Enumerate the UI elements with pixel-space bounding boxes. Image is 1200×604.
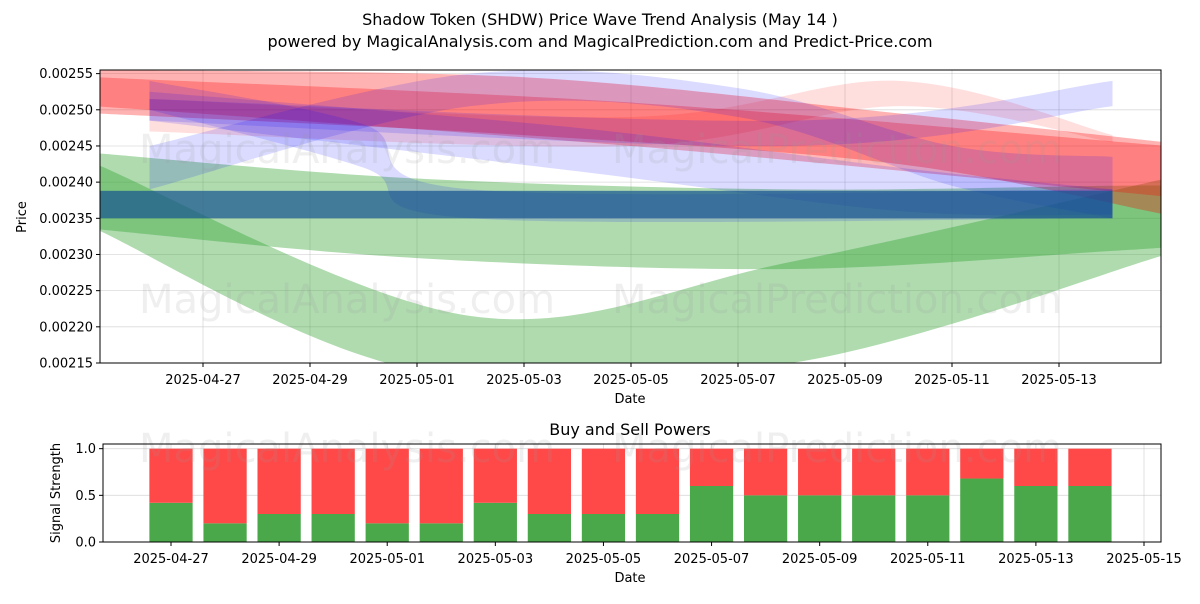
price-band-blue-8 xyxy=(149,91,1113,216)
buy-power-bar xyxy=(311,514,355,542)
watermark-prediction-bottom: MagicalPrediction.com xyxy=(612,426,1062,472)
signal-x-tick-label: 2025-04-29 xyxy=(241,552,317,567)
price-band-green-10 xyxy=(100,190,1113,219)
buy-power-bar xyxy=(743,495,788,542)
signal-x-tick-label: 2025-04-27 xyxy=(133,552,209,567)
signal-x-tick-label: 2025-05-13 xyxy=(998,552,1074,567)
price-band-blue-6 xyxy=(149,80,1113,223)
sell-power-bar xyxy=(798,448,842,496)
sell-power-bar xyxy=(149,448,193,503)
sell-power-bar xyxy=(635,448,680,514)
price-y-tick-label: 0.00250 xyxy=(39,103,93,118)
buy-power-bar xyxy=(1014,486,1058,542)
sell-power-bar xyxy=(419,448,463,524)
buy-power-bar xyxy=(527,514,572,542)
price-x-tick-label: 2025-05-03 xyxy=(486,373,562,388)
price-x-axis-label: Date xyxy=(614,392,645,407)
signal-y-axis: 0.0 0.5 1.0 xyxy=(75,442,103,551)
price-band-red-3 xyxy=(100,77,1161,197)
signal-x-tick-label: 2025-05-15 xyxy=(1106,552,1182,567)
price-x-axis: 2025-04-27 2025-04-29 2025-05-01 2025-05-03… xyxy=(165,363,1097,388)
signal-x-tick-label: 2025-05-05 xyxy=(566,552,642,567)
price-x-tick-label: 2025-05-07 xyxy=(700,373,776,388)
price-y-axis: 0.00215 0.00220 0.00225 0.00230 0.00235 0.002… xyxy=(39,67,100,372)
price-x-tick-label: 2025-04-29 xyxy=(272,373,348,388)
signal-y-tick-label: 1.0 xyxy=(75,442,96,457)
price-y-tick-label: 0.00225 xyxy=(39,284,93,299)
price-band-blue-9 xyxy=(100,190,1113,219)
watermark-prediction-middle: MagicalPrediction.com xyxy=(612,277,1062,323)
buy-power-bar xyxy=(635,514,680,542)
buy-power-bar xyxy=(906,495,950,542)
sell-power-bar xyxy=(689,448,734,486)
chart-title: Shadow Token (SHDW) Price Wave Trend Ana… xyxy=(362,10,838,29)
chart-subtitle: powered by MagicalAnalysis.com and Magic… xyxy=(267,32,932,51)
price-band-green-1 xyxy=(100,165,1161,363)
buy-power-bar xyxy=(257,514,301,542)
buy-power-bar xyxy=(473,502,517,542)
signal-bars xyxy=(149,448,1112,542)
buy-power-bar xyxy=(852,495,896,542)
price-y-tick-label: 0.00255 xyxy=(39,67,93,82)
price-y-tick-label: 0.00215 xyxy=(39,357,93,372)
watermark-analysis-middle: MagicalAnalysis.com xyxy=(139,277,555,323)
buy-power-bar xyxy=(203,523,247,542)
sell-power-bar xyxy=(527,448,572,514)
signal-chart-title: Buy and Sell Powers xyxy=(549,420,711,439)
watermark-prediction-top: MagicalPrediction.com xyxy=(612,127,1062,173)
signal-x-tick-label: 2025-05-09 xyxy=(782,552,858,567)
sell-power-bar xyxy=(581,448,626,514)
price-band-blue-7 xyxy=(149,80,1113,147)
price-x-tick-label: 2025-05-05 xyxy=(593,373,669,388)
price-band-red-2 xyxy=(100,70,1161,214)
signal-x-tick-label: 2025-05-11 xyxy=(890,552,966,567)
buy-power-bar xyxy=(365,523,409,542)
sell-power-bar xyxy=(1068,448,1112,486)
price-bands xyxy=(100,70,1161,363)
price-band-blue-5 xyxy=(149,70,1113,219)
sell-power-bar xyxy=(906,448,950,496)
sell-power-bar xyxy=(852,448,896,496)
buy-power-bar xyxy=(419,523,463,542)
buy-power-bar xyxy=(798,495,842,542)
sell-power-bar xyxy=(203,448,247,524)
sell-power-bar xyxy=(365,448,409,524)
signal-plot-frame xyxy=(102,443,1162,543)
buy-power-bar xyxy=(149,502,193,542)
signal-x-axis-label: Date xyxy=(614,571,645,586)
watermark-analysis-bottom: MagicalAnalysis.com xyxy=(139,426,555,472)
price-x-tick-label: 2025-05-13 xyxy=(1021,373,1097,388)
signal-x-tick-label: 2025-05-07 xyxy=(674,552,750,567)
price-x-tick-label: 2025-05-11 xyxy=(914,373,990,388)
buy-power-bar xyxy=(960,478,1004,542)
sell-power-bar xyxy=(473,448,517,503)
signal-y-tick-label: 0.0 xyxy=(75,536,96,551)
price-band-red-4 xyxy=(149,80,1113,147)
buy-power-bar xyxy=(689,486,734,542)
signal-x-tick-label: 2025-05-03 xyxy=(458,552,534,567)
price-y-axis-label: Price xyxy=(15,201,30,233)
price-y-tick-label: 0.00220 xyxy=(39,320,93,335)
price-x-tick-label: 2025-04-27 xyxy=(165,373,241,388)
sell-power-bar xyxy=(257,448,301,514)
sell-power-bar xyxy=(960,448,1004,479)
price-x-tick-label: 2025-05-09 xyxy=(807,373,883,388)
price-x-tick-label: 2025-05-01 xyxy=(379,373,455,388)
sell-power-bar xyxy=(311,448,355,514)
buy-power-bar xyxy=(581,514,626,542)
price-y-tick-label: 0.00245 xyxy=(39,139,93,154)
signal-y-axis-label: Signal Strength xyxy=(49,443,64,543)
signal-x-tick-label: 2025-05-01 xyxy=(349,552,425,567)
watermark-analysis-top: MagicalAnalysis.com xyxy=(139,127,555,173)
price-y-tick-label: 0.00235 xyxy=(39,212,93,227)
price-y-tick-label: 0.00240 xyxy=(39,176,93,191)
buy-power-bar xyxy=(1068,486,1112,542)
sell-power-bar xyxy=(743,448,788,496)
price-y-tick-label: 0.00230 xyxy=(39,248,93,263)
sell-power-bar xyxy=(1014,448,1058,486)
signal-y-tick-label: 0.5 xyxy=(75,489,96,504)
signal-x-axis: 2025-04-27 2025-04-29 2025-05-01 2025-05-03… xyxy=(133,542,1182,567)
